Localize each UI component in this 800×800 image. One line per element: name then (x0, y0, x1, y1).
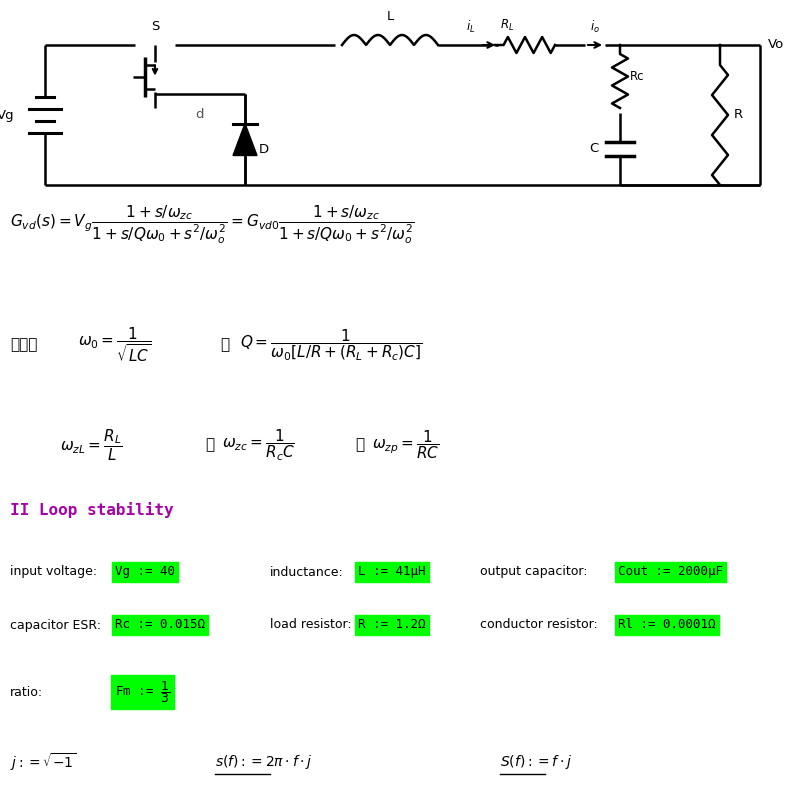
Text: load resistor:: load resistor: (270, 618, 352, 631)
Text: Vg: Vg (0, 109, 15, 122)
Text: $\omega_{zp} = \dfrac{1}{RC}$: $\omega_{zp} = \dfrac{1}{RC}$ (372, 429, 439, 462)
Text: S: S (151, 20, 159, 33)
Text: capacitor ESR:: capacitor ESR: (10, 618, 101, 631)
Text: R := 1.2Ω: R := 1.2Ω (358, 618, 426, 631)
Text: II Loop stability: II Loop stability (10, 502, 174, 518)
Text: $i_o$: $i_o$ (590, 19, 600, 35)
Text: 其中：: 其中： (10, 338, 38, 353)
Text: Rc: Rc (630, 70, 645, 83)
Text: $s(f) := 2\pi \cdot f \cdot j$: $s(f) := 2\pi \cdot f \cdot j$ (215, 753, 313, 771)
Text: L: L (386, 10, 394, 23)
Text: Fm := $\dfrac{1}{3}$: Fm := $\dfrac{1}{3}$ (115, 679, 170, 705)
Text: Vo: Vo (768, 38, 784, 51)
Text: $i_L$: $i_L$ (466, 19, 475, 35)
Text: $\omega_0 = \dfrac{1}{\sqrt{LC}}$: $\omega_0 = \dfrac{1}{\sqrt{LC}}$ (78, 326, 151, 364)
Text: $R_L$: $R_L$ (500, 18, 514, 33)
Text: ，: ， (355, 438, 364, 453)
Text: input voltage:: input voltage: (10, 566, 97, 578)
Text: ratio:: ratio: (10, 686, 43, 698)
Text: conductor resistor:: conductor resistor: (480, 618, 598, 631)
Text: $\omega_{zc} = \dfrac{1}{R_cC}$: $\omega_{zc} = \dfrac{1}{R_cC}$ (222, 427, 295, 462)
Text: output capacitor:: output capacitor: (480, 566, 587, 578)
Text: $Q = \dfrac{1}{\omega_0[L/R+(R_L+R_c)C]}$: $Q = \dfrac{1}{\omega_0[L/R+(R_L+R_c)C]}… (240, 327, 422, 362)
Text: C: C (589, 142, 598, 155)
Text: Rc := 0.015Ω: Rc := 0.015Ω (115, 618, 205, 631)
Text: ，: ， (205, 438, 214, 453)
Text: L := 41μH: L := 41μH (358, 566, 426, 578)
Polygon shape (233, 123, 257, 155)
Text: Cout := 2000μF: Cout := 2000μF (618, 566, 723, 578)
Text: d: d (196, 109, 204, 122)
Text: Vg := 40: Vg := 40 (115, 566, 175, 578)
Text: ，: ， (220, 338, 229, 353)
Text: D: D (259, 143, 269, 156)
Text: $\omega_{zL} = \dfrac{R_L}{L}$: $\omega_{zL} = \dfrac{R_L}{L}$ (60, 427, 122, 462)
Text: Rl := 0.0001Ω: Rl := 0.0001Ω (618, 618, 715, 631)
Text: R: R (734, 109, 743, 122)
Text: $G_{vd}(s) = V_g\dfrac{1+s/\omega_{zc}}{1+s/Q\omega_0+s^2/\omega_o^2}$$= G_{vd0}: $G_{vd}(s) = V_g\dfrac{1+s/\omega_{zc}}{… (10, 204, 414, 246)
Text: inductance:: inductance: (270, 566, 344, 578)
Text: $S(f) := f \cdot j$: $S(f) := f \cdot j$ (500, 753, 572, 771)
Text: $j := \sqrt{-1}$: $j := \sqrt{-1}$ (10, 751, 76, 773)
